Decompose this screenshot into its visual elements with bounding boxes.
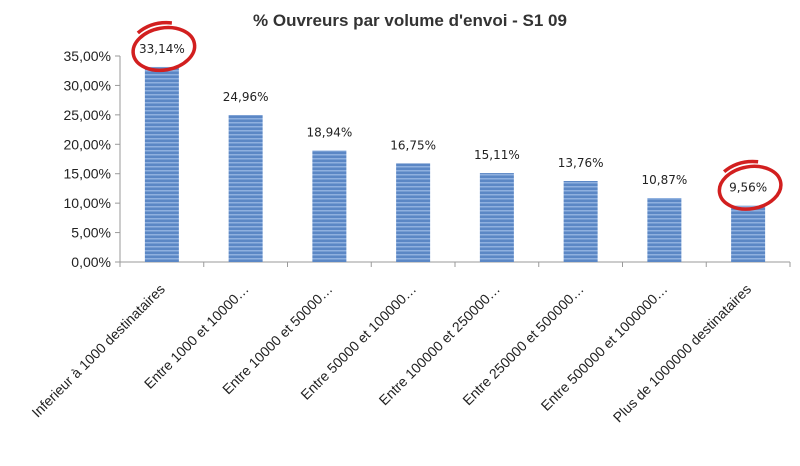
- bar: [144, 66, 179, 263]
- data-label: 24,96%: [223, 90, 269, 104]
- y-tick-label: 15,00%: [64, 166, 111, 182]
- x-axis: [119, 261, 791, 267]
- category-label: Plus de 1000000 destinataires: [610, 281, 755, 426]
- y-tick-label: 35,00%: [64, 48, 111, 64]
- y-axis: 0,00% 5,00% 10,00% 15,00% 20,00% 25,00% 30,00%…: [64, 48, 121, 270]
- y-tick-label: 20,00%: [64, 136, 111, 152]
- data-label: 18,94%: [306, 126, 352, 140]
- chart-title: % Ouvreurs par volume d'envoi - S1 09: [253, 11, 567, 30]
- highlight-circle: [717, 164, 783, 211]
- bar: [312, 150, 347, 262]
- y-tick-label: 30,00%: [64, 77, 111, 93]
- y-tick-label: 10,00%: [64, 195, 111, 211]
- bar: [479, 173, 514, 262]
- highlight-circle: [131, 25, 197, 73]
- y-tick-label: 0,00%: [71, 254, 111, 270]
- data-label: 10,87%: [641, 173, 687, 187]
- y-tick-label: 25,00%: [64, 107, 111, 123]
- highlight-circle-overlap: [136, 20, 173, 35]
- y-tick-label: 5,00%: [71, 225, 111, 241]
- data-label: 13,76%: [558, 156, 604, 170]
- data-label: 9,56%: [729, 181, 767, 195]
- data-label: 16,75%: [390, 138, 436, 152]
- data-label: 15,11%: [474, 148, 520, 162]
- bars: [144, 66, 766, 263]
- bar: [731, 205, 766, 262]
- data-label: 33,14%: [139, 42, 185, 56]
- highlight-circle-overlap: [722, 159, 759, 174]
- bar: [647, 198, 682, 262]
- bar: [563, 181, 598, 262]
- highlight-rings: [131, 20, 783, 211]
- bar: [396, 163, 431, 262]
- bar: [228, 115, 263, 262]
- category-label: Inferieur à 1000 destinataires: [28, 281, 168, 421]
- data-labels: 33,14% 24,96% 18,94% 16,75% 15,11% 13,76% 10,8…: [139, 42, 767, 195]
